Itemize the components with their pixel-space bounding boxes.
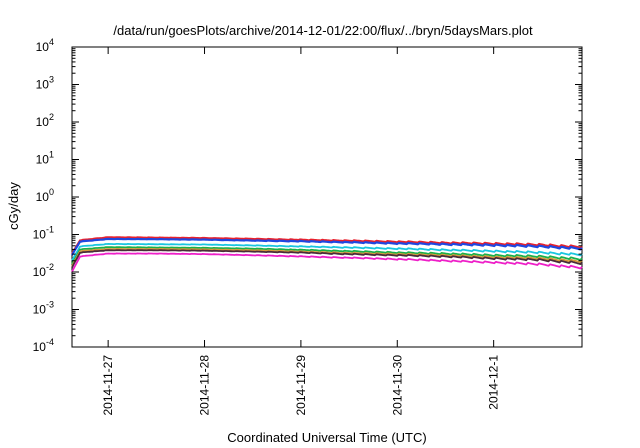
y-tick-label: 102	[36, 112, 54, 129]
chart-title: /data/run/goesPlots/archive/2014-12-01/2…	[113, 23, 533, 38]
x-tick-label: 2014-12-1	[487, 355, 501, 410]
ticks-layer: 10-4 10-3 10-2 10-1 100 101 102 103 104 2014-11-2…	[33, 37, 582, 416]
plot-frame	[71, 46, 583, 348]
y-tick-label: 101	[36, 150, 54, 167]
x-tick-label: 2014-11-30	[390, 355, 404, 416]
y-tick-label: 103	[36, 75, 54, 92]
series-line	[71, 237, 583, 256]
x-tick-label: 2014-11-28	[198, 355, 212, 416]
y-tick-label: 10-3	[33, 300, 54, 317]
y-axis-label: cGy/day	[6, 182, 21, 230]
x-axis-label: Coordinated Universal Time (UTC)	[227, 430, 426, 445]
y-tick-label: 10-1	[33, 225, 54, 242]
y-tick-label: 104	[36, 37, 54, 54]
x-tick-label: 2014-11-29	[294, 355, 308, 416]
x-tick-label: 2014-11-27	[101, 355, 115, 416]
series-line	[71, 252, 583, 273]
series-line	[71, 247, 583, 267]
y-tick-label: 10-4	[33, 337, 54, 354]
series-line	[71, 249, 583, 269]
y-tick-label: 100	[36, 187, 54, 204]
series-line	[71, 246, 583, 265]
series-layer	[71, 236, 583, 273]
series-line	[71, 242, 583, 261]
y-tick-label: 10-2	[33, 262, 54, 279]
series-line	[71, 236, 583, 255]
